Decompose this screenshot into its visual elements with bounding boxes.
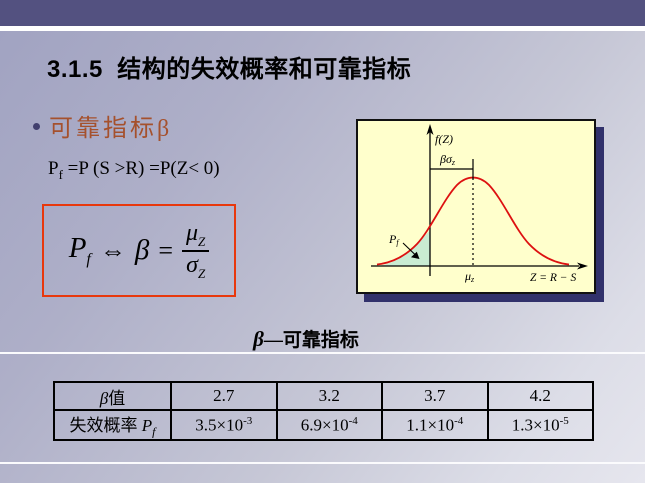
figure-mu-label: μz — [464, 269, 475, 284]
pf-value-cell: 3.5×10-3 — [170, 408, 278, 442]
pf-shaded-area — [379, 230, 430, 266]
formula-equals: = — [158, 235, 173, 265]
beta-value-cell: 2.7 — [170, 381, 278, 411]
pf-pointer-line — [402, 242, 417, 256]
prob-p: P — [48, 158, 59, 179]
distribution-figure: f(Z) βσz Pf μz Z = R − S — [371, 124, 588, 284]
horizontal-divider — [0, 352, 645, 354]
beta-reliability-table: β值 2.7 3.2 3.7 4.2 失效概率 Pf 3.5×10-3 6.9×… — [53, 381, 594, 442]
bullet-label: 可靠指标β — [49, 116, 173, 142]
formula-beta: β — [134, 234, 150, 266]
pf-value-cell: 1.3×10-5 — [486, 408, 594, 442]
formula-pf: Pf — [68, 232, 91, 268]
bottom-rule — [0, 462, 645, 464]
figure-y-axis-label: f(Z) — [435, 132, 453, 146]
prob-rest: =P (S >R) =P(Z< 0) — [62, 158, 220, 179]
probability-equation-line: Pf =P (S >R) =P(Z< 0) — [48, 158, 220, 183]
slide-top-rule — [0, 26, 645, 31]
row1-label-cell: β值 — [53, 381, 172, 411]
fraction-denominator: σZ — [186, 251, 206, 281]
y-axis-arrow-icon — [426, 124, 434, 135]
bullet-item: 可靠指标β — [33, 108, 172, 143]
pf-value-cell: 6.9×10-4 — [275, 408, 383, 442]
caption-text: —可靠指标 — [263, 330, 359, 351]
slide-top-bar — [0, 0, 645, 26]
caption-beta: β — [253, 327, 264, 351]
figure-interval-label: βσz — [439, 152, 456, 167]
iff-arrow-icon: ⇔ — [99, 235, 126, 265]
pf-pointer-arrow-icon — [411, 251, 420, 259]
prob-p-sub: f — [58, 166, 63, 182]
beta-value-cell: 3.7 — [381, 381, 489, 411]
row2-label-cell: 失效概率 Pf — [53, 408, 172, 442]
x-axis-arrow-icon — [577, 262, 588, 270]
beta-value-cell: 4.2 — [486, 381, 594, 411]
pf-value-cell: 1.1×10-4 — [381, 408, 489, 442]
figure-x-axis-label: Z = R − S — [530, 272, 576, 284]
table-row-beta: β值 2.7 3.2 3.7 4.2 — [53, 381, 594, 411]
formula-fraction: μZ σZ — [182, 220, 210, 281]
table-caption: β—可靠指标 — [0, 325, 612, 352]
page-title: 3.1.5 结构的失效概率和可靠指标 — [47, 56, 412, 83]
beta-value-cell: 3.2 — [275, 381, 383, 411]
fraction-numerator: μZ — [182, 220, 210, 252]
figure-pf-label: Pf — [388, 232, 400, 247]
table-row-failure-probability: 失效概率 Pf 3.5×10-3 6.9×10-4 1.1×10-4 1.3×1… — [53, 408, 594, 442]
reliability-index-formula-box: Pf ⇔ β = μZ σZ — [42, 204, 236, 297]
bullet-dot-icon — [33, 123, 40, 130]
normal-distribution-curve — [376, 176, 570, 266]
distribution-figure-panel: f(Z) βσz Pf μz Z = R − S — [356, 119, 596, 294]
